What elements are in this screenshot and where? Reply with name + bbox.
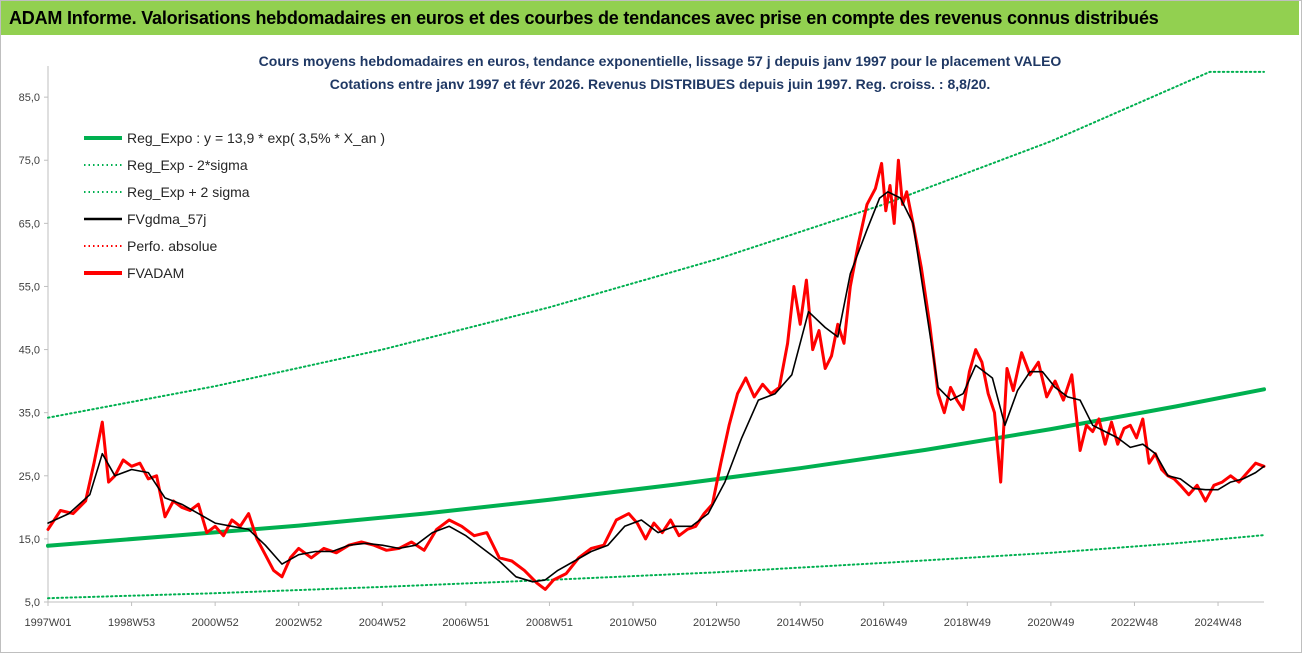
x-tick-label: 2008W51 — [526, 617, 573, 629]
legend-label-1: Reg_Exp - 2*sigma — [127, 157, 248, 173]
x-tick-label: 2002W52 — [275, 617, 322, 629]
axes — [47, 66, 1264, 603]
series-line-0 — [46, 387, 1266, 548]
legend-label-2: Reg_Exp + 2 sigma — [127, 184, 250, 200]
x-tick-label: 2014W50 — [777, 617, 824, 629]
legend-label-4: Perfo. absolue — [127, 238, 217, 254]
y-tick-label: 55,0 — [19, 281, 40, 293]
y-axis-ticks: 85,0 75,0 65,0 55,0 45,0 35,0 25,0 15,0 5,0 — [19, 92, 48, 609]
series-line-5 — [46, 158, 1266, 591]
legend-label-3: FVgdma_57j — [127, 211, 206, 227]
legend: Reg_Expo : y = 13,9 * exp( 3,5% * X_an )… — [84, 130, 385, 281]
y-tick-label: 85,0 — [19, 92, 40, 104]
legend-label-0: Reg_Expo : y = 13,9 * exp( 3,5% * X_an ) — [127, 130, 385, 146]
x-tick-label: 2006W51 — [442, 617, 489, 629]
x-tick-label: 1997W01 — [24, 617, 71, 629]
y-tick-label: 65,0 — [19, 218, 40, 230]
y-tick-label: 25,0 — [19, 471, 40, 483]
x-tick-label: 2004W52 — [359, 617, 406, 629]
x-tick-label: 2018W49 — [944, 617, 991, 629]
x-axis-ticks: 1997W01 1998W53 2000W52 2002W52 2004W52 2006W… — [24, 602, 1242, 629]
page-title: ADAM Informe. Valorisations hebdomadaire… — [9, 8, 1159, 28]
chart-title-line1: Cours moyens hebdomadaires en euros, ten… — [258, 53, 1062, 69]
y-tick-label: 75,0 — [19, 155, 40, 167]
x-tick-label: 2000W52 — [192, 617, 239, 629]
x-tick-label: 1998W53 — [108, 617, 155, 629]
y-tick-label: 35,0 — [19, 408, 40, 420]
y-tick-label: 15,0 — [19, 534, 40, 546]
y-tick-label: 5,0 — [25, 597, 40, 609]
series-line-3 — [47, 191, 1265, 583]
y-tick-label: 45,0 — [19, 345, 40, 357]
x-tick-label: 2022W48 — [1111, 617, 1158, 629]
legend-label-5: FVADAM — [127, 265, 184, 281]
x-tick-label: 2020W49 — [1027, 617, 1074, 629]
title-banner: ADAM Informe. Valorisations hebdomadaire… — [1, 1, 1299, 35]
series-line-2 — [47, 534, 1265, 600]
x-tick-label: 2024W48 — [1194, 617, 1241, 629]
chart-title-line2: Cotations entre janv 1997 et févr 2026. … — [329, 76, 991, 92]
x-tick-label: 2012W50 — [693, 617, 740, 629]
x-tick-label: 2016W49 — [860, 617, 907, 629]
series-line-1 — [47, 70, 1265, 419]
x-tick-label: 2010W50 — [609, 617, 656, 629]
plot-area — [46, 70, 1266, 600]
